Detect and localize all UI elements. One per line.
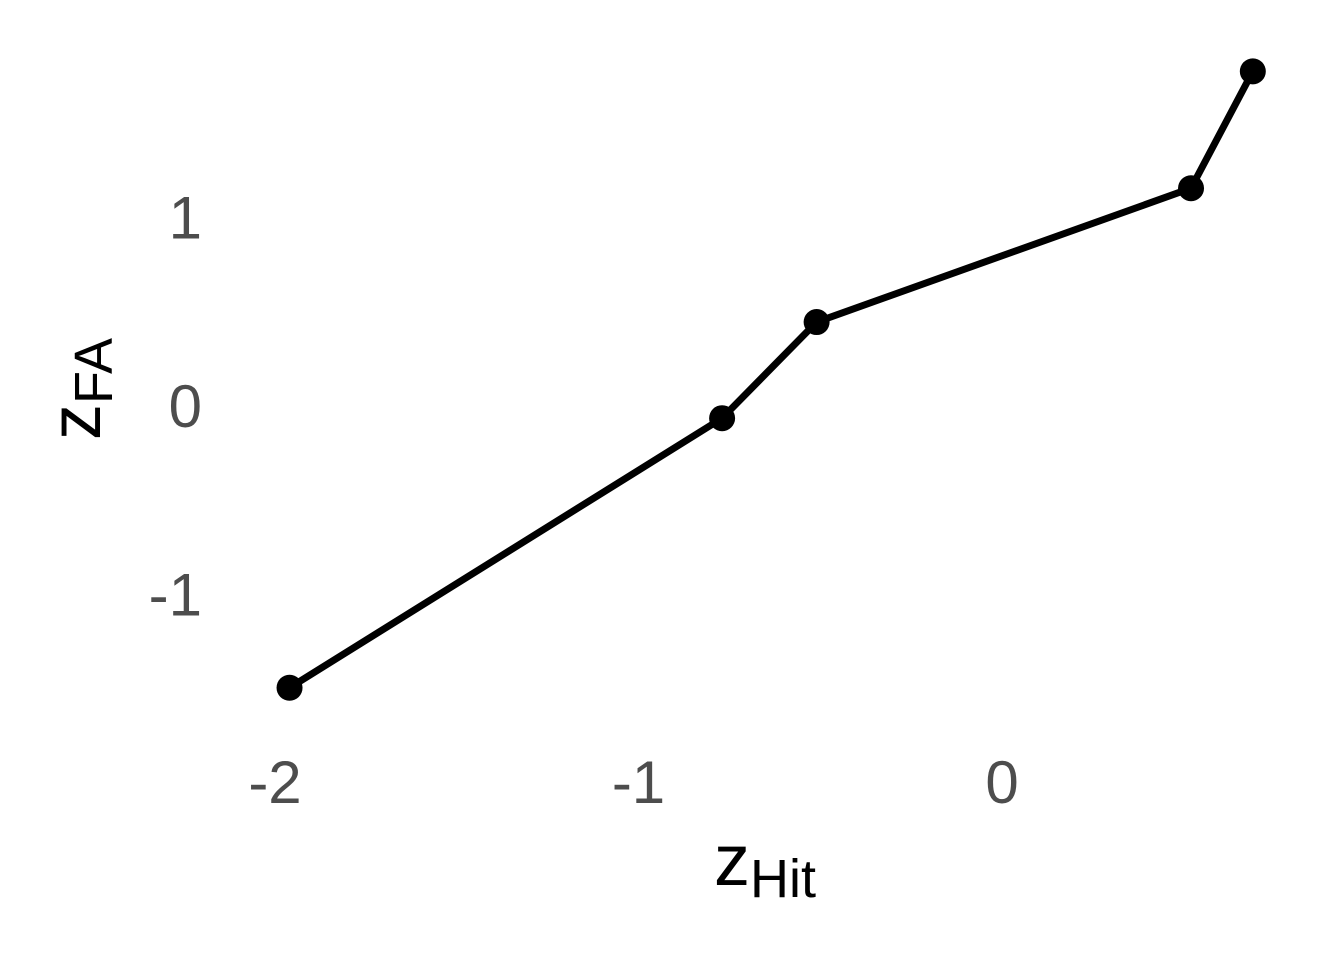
series bbox=[276, 58, 1266, 701]
data-point bbox=[803, 309, 830, 336]
x-tick-label: 0 bbox=[985, 749, 1018, 816]
x-tick-label: -2 bbox=[248, 749, 301, 816]
data-point bbox=[1239, 58, 1266, 85]
y-axis-title: zFA bbox=[36, 338, 124, 440]
y-tick-label: 0 bbox=[169, 373, 202, 440]
x-axis-ticks: -2 -1 0 bbox=[248, 749, 1018, 816]
data-point bbox=[1178, 175, 1205, 202]
x-tick-label: -1 bbox=[612, 749, 665, 816]
y-axis-ticks: -1 0 1 bbox=[149, 185, 202, 629]
x-axis-title: zHit bbox=[714, 821, 816, 909]
data-point bbox=[276, 674, 303, 701]
series-line bbox=[287, 69, 1256, 691]
y-tick-label: -1 bbox=[149, 562, 202, 629]
data-point bbox=[709, 405, 736, 432]
y-tick-label: 1 bbox=[169, 185, 202, 252]
